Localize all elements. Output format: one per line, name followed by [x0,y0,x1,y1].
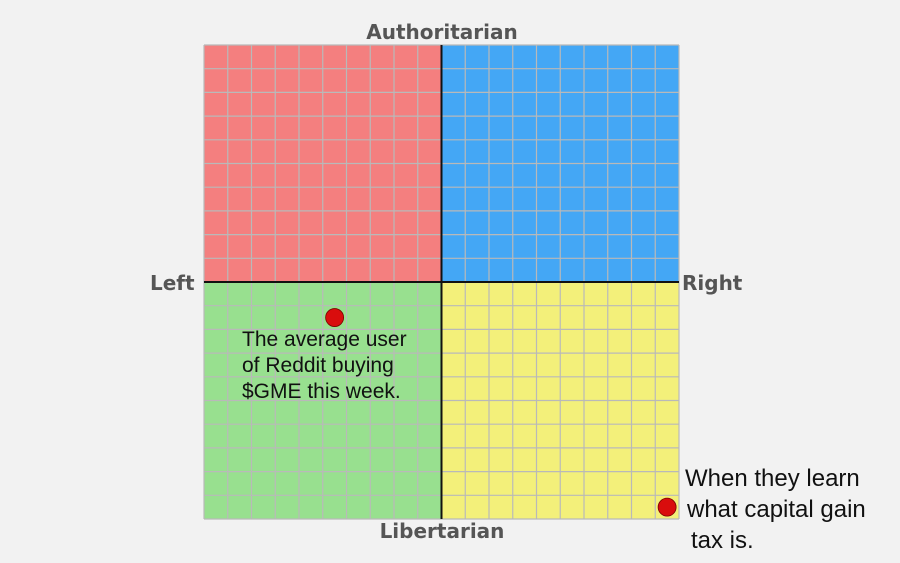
annotation-line: what capital gain [687,496,866,523]
axis-label-libertarian: Libertarian [379,519,505,543]
annotation-line: The average user [242,328,407,351]
annotation-reddit-user: The average user of Reddit buying $GME t… [242,327,407,405]
axis-label-authoritarian: Authoritarian [366,20,518,44]
axis-label-left: Left [150,271,195,295]
data-point-2 [657,497,677,517]
annotation-line: $GME this week. [242,380,401,403]
data-point-1 [325,308,345,327]
axis-label-right: Right [682,271,743,295]
annotation-line: of Reddit buying [242,354,394,377]
annotation-line: When they learn [685,465,860,492]
annotation-capital-gains: When they learn what capital gain tax is… [685,463,866,556]
annotation-line: tax is. [691,527,754,554]
